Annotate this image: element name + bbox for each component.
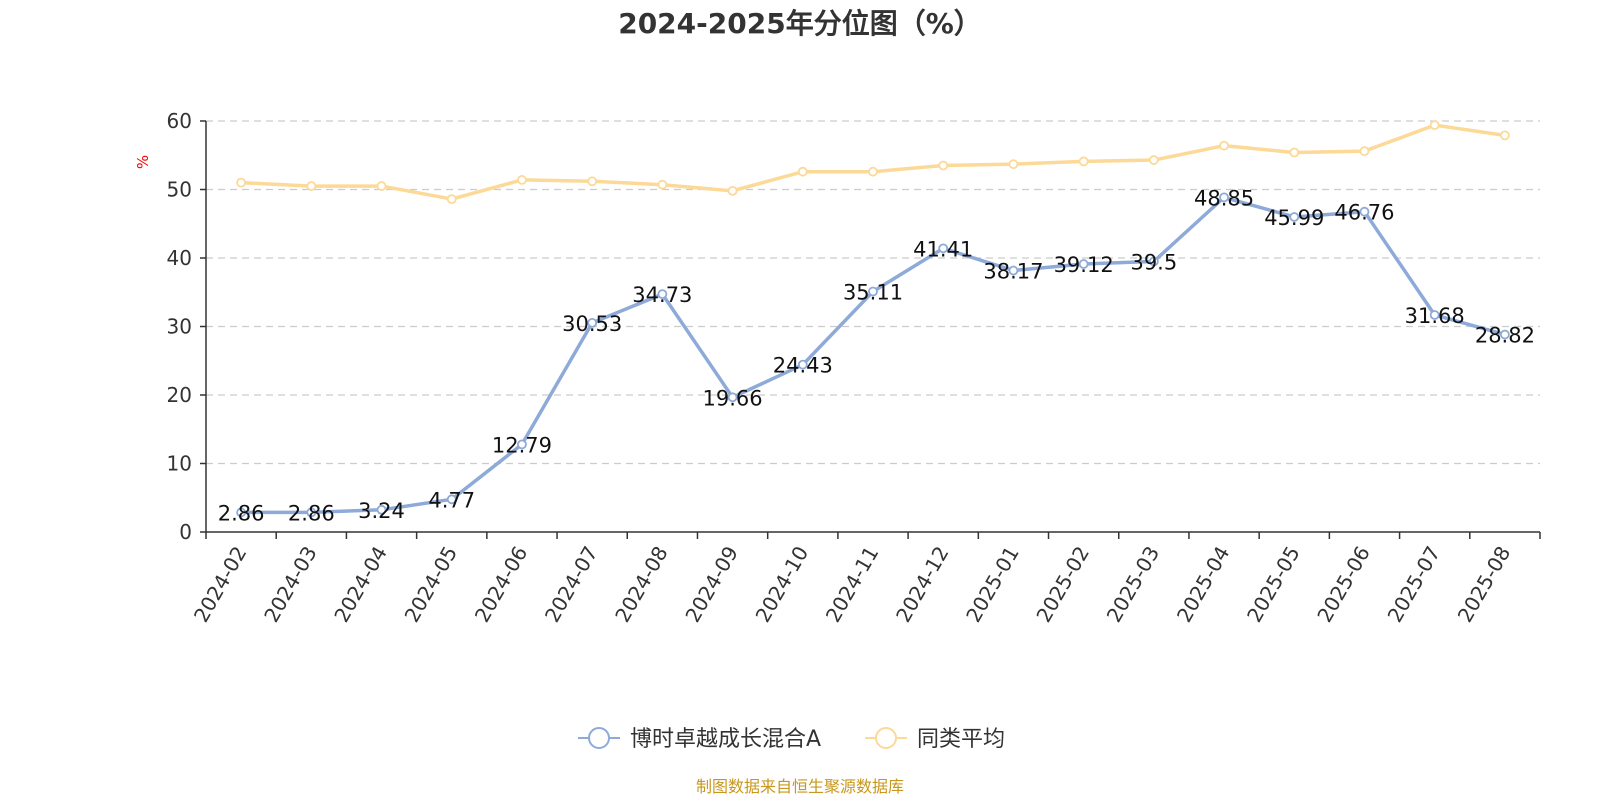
x-tick-label: 2025-05 <box>1242 542 1305 626</box>
x-tick-label: 2025-07 <box>1383 542 1446 626</box>
series-1-point[interactable] <box>1008 265 1019 276</box>
series-1-point[interactable] <box>727 392 738 403</box>
series-1-point[interactable] <box>1359 206 1370 217</box>
x-tick-label: 2024-02 <box>189 542 252 626</box>
series-1-point[interactable] <box>1289 212 1300 222</box>
series-1-point[interactable] <box>446 494 457 505</box>
x-tick-label: 2025-04 <box>1172 542 1235 626</box>
x-tick-label: 2024-10 <box>751 542 814 626</box>
series-2-point[interactable] <box>1078 156 1089 167</box>
x-tick-label: 2025-08 <box>1453 542 1516 626</box>
data-label: 39.12 <box>1054 253 1114 277</box>
series-1-point[interactable] <box>1219 192 1229 203</box>
data-labels: 2.86 2.86 3.24 4.77 12.79 30.53 34.73 19.66 24.4… <box>218 186 1535 525</box>
data-label: 45.99 <box>1264 206 1324 230</box>
legend-label-2: 同类平均 <box>917 727 1005 752</box>
series-2-point[interactable] <box>1359 146 1370 157</box>
x-tick-label: 2024-09 <box>680 542 743 626</box>
y-tick-label: 40 <box>167 246 192 270</box>
x-tick-label: 2025-03 <box>1102 542 1165 626</box>
series-2-point[interactable] <box>868 166 878 177</box>
series-lines <box>236 120 1510 518</box>
data-label: 2.86 <box>288 501 335 525</box>
x-tick-label: 2024-08 <box>610 542 673 626</box>
y-tick-label: 20 <box>167 383 192 407</box>
x-tick-label: 2025-01 <box>961 542 1024 626</box>
series-line-2 <box>241 123 1506 201</box>
series-2-point[interactable] <box>1219 140 1229 151</box>
x-tick-label: 2024-11 <box>821 542 884 626</box>
y-tick-label: 0 <box>179 520 192 544</box>
data-label: 3.24 <box>358 499 405 523</box>
data-label: 30.53 <box>562 312 622 336</box>
data-label: 35.11 <box>843 280 903 304</box>
data-label: 12.79 <box>492 433 552 457</box>
y-tick-label: 50 <box>167 178 192 202</box>
series-2-point[interactable] <box>797 166 808 177</box>
legend-item-series-1[interactable]: 博时卓越成长混合A <box>578 727 821 752</box>
series-1-point[interactable] <box>868 286 878 297</box>
grid-lines <box>206 120 1540 465</box>
series-2-point[interactable] <box>376 181 387 191</box>
x-tick-label: 2024-07 <box>540 542 603 626</box>
source-note: 制图数据来自恒生聚源数据库 <box>696 777 904 796</box>
series-1-point[interactable] <box>306 507 317 518</box>
legend-swatch-marker-2 <box>875 727 897 749</box>
x-tick-label: 2024-06 <box>470 542 533 626</box>
series-2-point[interactable] <box>938 160 949 171</box>
series-2-point[interactable] <box>1429 120 1440 131</box>
series-line-1 <box>241 195 1506 515</box>
y-tick-label: 10 <box>167 452 192 476</box>
series-1-point[interactable] <box>938 243 949 254</box>
legend-item-series-2[interactable]: 同类平均 <box>865 727 1005 752</box>
series-2-point[interactable] <box>727 185 738 196</box>
series-1-point[interactable] <box>1148 256 1159 267</box>
data-label: 48.85 <box>1194 186 1254 210</box>
series-1-point[interactable] <box>1078 259 1089 269</box>
series-2-point[interactable] <box>446 194 457 204</box>
legend-label-1: 博时卓越成长混合A <box>630 727 821 752</box>
y-tick-label: 30 <box>167 315 192 339</box>
series-1-point[interactable] <box>236 507 247 518</box>
series-1-point[interactable] <box>797 359 808 370</box>
series-2-point[interactable] <box>1289 147 1300 158</box>
series-2-point[interactable] <box>657 179 668 190</box>
data-label: 31.68 <box>1405 304 1465 328</box>
legend-swatch-marker-1 <box>588 727 610 749</box>
series-2-point[interactable] <box>306 181 317 191</box>
series-2-point[interactable] <box>236 177 247 188</box>
series-2-point[interactable] <box>1499 130 1510 141</box>
x-tick-label: 2024-05 <box>400 542 463 626</box>
data-label: 28.82 <box>1475 324 1535 348</box>
chart-title: 2024-2025年分位图（%） <box>618 7 982 40</box>
legend: 博时卓越成长混合A 同类平均 <box>578 727 1005 752</box>
series-1-point[interactable] <box>1429 310 1440 320</box>
data-label: 24.43 <box>773 354 833 378</box>
data-label: 41.41 <box>913 237 973 261</box>
series-2-point[interactable] <box>587 176 598 187</box>
series-2-point[interactable] <box>1008 159 1019 170</box>
series-1-point[interactable] <box>1499 329 1510 340</box>
x-tick-label: 2025-02 <box>1031 542 1094 626</box>
data-label: 2.86 <box>218 501 265 525</box>
data-label: 4.77 <box>428 488 475 512</box>
y-axis-label: % <box>134 155 152 169</box>
data-label: 38.17 <box>983 260 1043 284</box>
x-tick-label: 2025-06 <box>1312 542 1375 626</box>
data-label: 19.66 <box>703 386 763 410</box>
series-2-point[interactable] <box>1148 155 1159 165</box>
series-1-point[interactable] <box>587 317 598 328</box>
data-label: 34.73 <box>632 283 692 307</box>
x-tick-label: 2024-12 <box>891 542 954 626</box>
data-label: 39.5 <box>1130 250 1177 274</box>
data-label: 46.76 <box>1334 201 1394 225</box>
series-1-point[interactable] <box>657 289 668 299</box>
x-tick-label: 2024-04 <box>329 542 392 626</box>
series-2-point[interactable] <box>517 175 527 185</box>
series-1-point[interactable] <box>517 439 527 450</box>
y-tick-label: 60 <box>167 109 192 133</box>
series-1-point[interactable] <box>376 504 387 515</box>
x-tick-label: 2024-03 <box>259 542 322 626</box>
